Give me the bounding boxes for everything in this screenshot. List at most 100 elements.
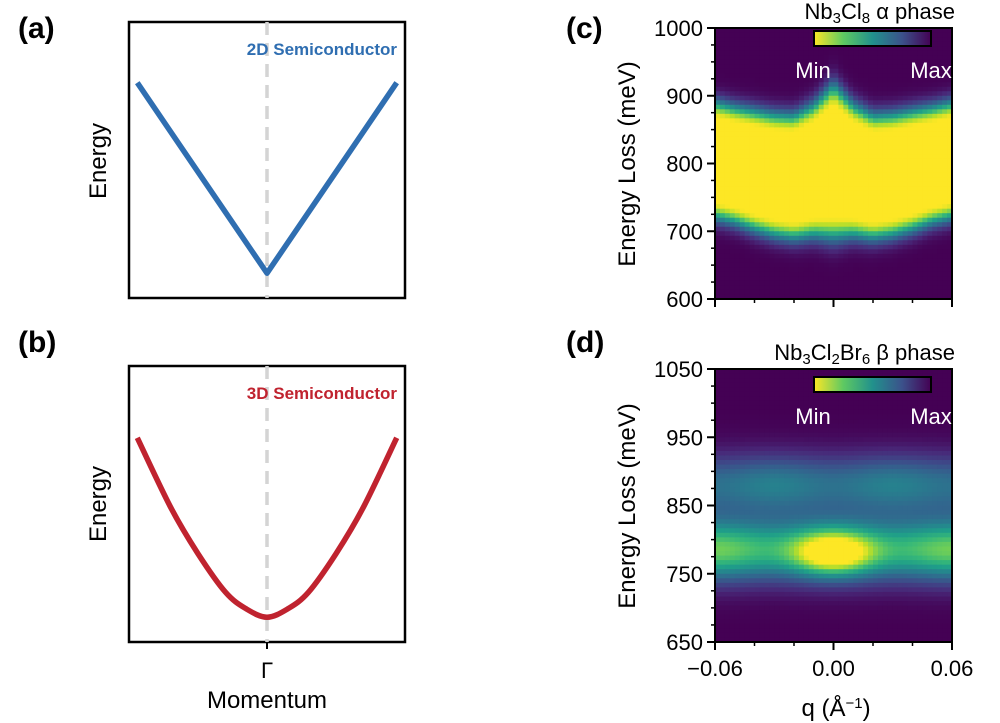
heatmap-cell xyxy=(917,276,923,282)
heatmap-cell xyxy=(823,455,830,461)
heatmap-cell xyxy=(749,244,756,250)
heatmap-cell xyxy=(744,573,751,579)
heatmap-cell xyxy=(818,190,825,196)
heatmap-cell xyxy=(902,68,909,74)
heatmap-cell xyxy=(868,118,874,124)
heatmap-cell xyxy=(818,510,825,516)
heatmap-cell xyxy=(818,100,825,106)
heatmap-cell xyxy=(794,158,800,165)
heatmap-cell xyxy=(887,240,894,246)
heatmap-cell xyxy=(759,555,765,561)
heatmap-cell xyxy=(803,432,810,438)
heatmap-cell xyxy=(789,591,795,598)
heatmap-cell xyxy=(907,100,914,106)
heatmap-cell xyxy=(724,217,731,223)
heatmap-cell xyxy=(858,158,864,165)
heatmap-cell xyxy=(754,77,761,83)
heatmap-cell xyxy=(897,149,904,156)
heatmap-cell xyxy=(858,560,864,566)
heatmap-cell xyxy=(749,569,756,575)
heatmap-cell xyxy=(734,560,741,566)
heatmap-cell xyxy=(833,560,840,566)
heatmap-cell xyxy=(808,82,815,88)
heatmap-cell xyxy=(779,199,785,205)
heatmap-cell xyxy=(749,378,756,384)
heatmap-cell xyxy=(838,564,844,570)
heatmap-cell xyxy=(734,528,741,534)
heatmap-cell xyxy=(892,294,899,299)
heatmap-cell xyxy=(897,262,904,268)
heatmap-cell xyxy=(739,610,746,616)
heatmap-cell xyxy=(882,109,889,115)
heatmap-cell xyxy=(764,186,770,192)
heatmap-cell xyxy=(813,240,820,246)
heatmap-cell xyxy=(794,190,800,196)
heatmap-cell xyxy=(798,262,805,268)
heatmap-cell xyxy=(789,28,795,34)
heatmap-cell xyxy=(724,204,731,210)
heatmap-cell xyxy=(719,400,726,406)
heatmap-cell xyxy=(779,41,785,47)
heatmap-cell xyxy=(818,369,825,375)
heatmap-cell xyxy=(897,235,904,241)
heatmap-cell xyxy=(784,204,790,210)
heatmap-cell xyxy=(784,596,790,602)
heatmap-cell xyxy=(932,109,938,115)
heatmap-cell xyxy=(729,59,736,65)
heatmap-cell xyxy=(818,569,825,575)
heatmap-cell xyxy=(734,605,741,611)
heatmap-cell xyxy=(715,181,721,187)
heatmap-cell xyxy=(784,244,790,250)
heatmap-cell xyxy=(729,244,736,250)
heatmap-cell xyxy=(774,537,780,543)
heatmap-cell xyxy=(947,122,952,128)
heatmap-cell xyxy=(789,460,795,466)
heatmap-cell xyxy=(848,50,854,56)
heatmap-cell xyxy=(729,195,736,201)
heatmap-cell xyxy=(803,419,810,425)
heatmap-cell xyxy=(917,195,923,201)
heatmap-cell xyxy=(838,614,844,620)
heatmap-cell xyxy=(947,59,952,65)
heatmap-cell xyxy=(759,95,765,101)
heatmap-cell xyxy=(764,555,770,561)
heatmap-cell xyxy=(818,469,825,475)
heatmap-cell xyxy=(922,91,928,97)
heatmap-cell xyxy=(863,409,869,416)
heatmap-cell xyxy=(798,217,805,223)
heatmap-cell xyxy=(774,610,780,616)
heatmap-cell xyxy=(868,510,874,516)
heatmap-cell xyxy=(818,258,825,264)
heatmap-cell xyxy=(724,555,731,561)
heatmap-cell xyxy=(858,437,864,443)
heatmap-cell xyxy=(769,450,775,457)
heatmap-cell xyxy=(912,258,919,264)
heatmap-cell xyxy=(715,113,721,119)
heatmap-cell xyxy=(759,369,765,375)
heatmap-cell xyxy=(764,460,770,466)
heatmap-cell xyxy=(794,177,800,183)
heatmap-cell xyxy=(774,37,780,43)
heatmap-cell xyxy=(798,140,805,147)
heatmap-cell xyxy=(833,473,840,479)
heatmap-cell xyxy=(789,68,795,74)
heatmap-cell xyxy=(719,285,726,291)
heatmap-cell xyxy=(759,582,765,588)
heatmap-cell xyxy=(828,396,835,402)
heatmap-cell xyxy=(754,619,761,625)
heatmap-cell xyxy=(902,208,909,214)
heatmap-cell xyxy=(749,460,756,466)
heatmap-cell xyxy=(779,186,785,192)
heatmap-cell xyxy=(808,285,815,291)
heatmap-cell xyxy=(882,213,889,219)
heatmap-cell xyxy=(759,464,765,470)
heatmap-cell xyxy=(858,532,864,538)
heatmap-cell xyxy=(808,578,815,584)
heatmap-cell xyxy=(877,289,884,296)
heatmap-cell xyxy=(848,145,854,151)
heatmap-cell xyxy=(858,514,864,520)
heatmap-cell xyxy=(858,528,864,534)
heatmap-cell xyxy=(779,564,785,570)
heatmap-cell xyxy=(863,113,869,119)
heatmap-cell xyxy=(828,249,835,255)
